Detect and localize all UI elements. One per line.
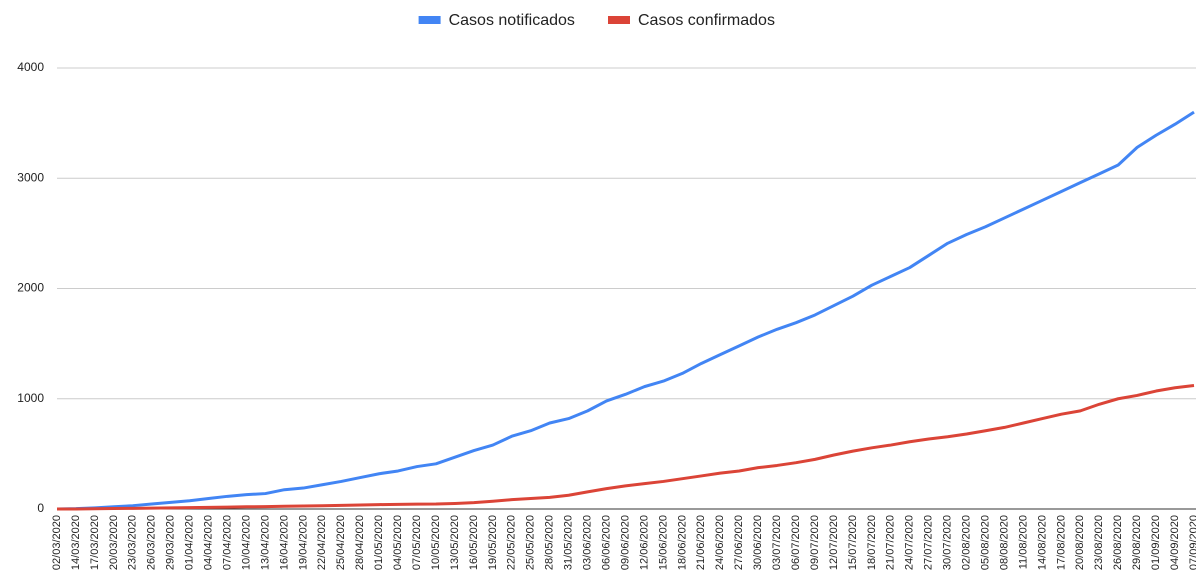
x-tick-label: 07/04/2020 [221, 515, 233, 570]
x-tick-label: 23/03/2020 [127, 515, 139, 570]
x-tick-label: 02/03/2020 [51, 515, 63, 570]
x-tick-label: 21/07/2020 [885, 515, 897, 570]
y-tick-label: 0 [37, 501, 44, 515]
x-tick-label: 28/05/2020 [544, 515, 556, 570]
x-tick-label: 26/08/2020 [1112, 515, 1124, 570]
x-tick-label: 19/05/2020 [487, 515, 499, 570]
x-tick-label: 04/04/2020 [203, 515, 215, 570]
series-line [56, 110, 1195, 511]
x-tick-label: 25/04/2020 [335, 515, 347, 570]
x-tick-label: 27/07/2020 [923, 515, 935, 570]
x-tick-label: 23/08/2020 [1093, 515, 1105, 570]
x-tick-label: 16/04/2020 [278, 515, 290, 570]
legend-label: Casos confirmados [638, 12, 775, 29]
y-tick-label: 3000 [17, 170, 44, 184]
y-tick-label: 1000 [17, 391, 44, 405]
x-tick-label: 03/07/2020 [771, 515, 783, 570]
x-tick-label: 21/06/2020 [695, 515, 707, 570]
x-tick-label: 20/08/2020 [1074, 515, 1086, 570]
x-tick-label: 09/07/2020 [809, 515, 821, 570]
x-tick-label: 01/04/2020 [184, 515, 196, 570]
x-tick-label: 22/05/2020 [506, 515, 518, 570]
x-tick-label: 03/06/2020 [582, 515, 594, 570]
x-tick-label: 19/04/2020 [297, 515, 309, 570]
x-tick-label: 04/09/2020 [1169, 515, 1181, 570]
x-tick-label: 06/06/2020 [600, 515, 612, 570]
x-tick-label: 18/06/2020 [676, 515, 688, 570]
x-tick-label: 13/05/2020 [449, 515, 461, 570]
x-tick-label: 04/05/2020 [392, 515, 404, 570]
x-tick-label: 29/08/2020 [1131, 515, 1143, 570]
x-tick-label: 16/05/2020 [468, 515, 480, 570]
x-tick-label: 14/03/2020 [70, 515, 82, 570]
x-tick-label: 06/07/2020 [790, 515, 802, 570]
x-tick-label: 09/06/2020 [619, 515, 631, 570]
x-tick-label: 10/05/2020 [430, 515, 442, 570]
x-tick-label: 08/08/2020 [998, 515, 1010, 570]
series-line [57, 384, 1195, 511]
x-tick-label: 24/06/2020 [714, 515, 726, 570]
y-tick-label: 2000 [17, 281, 44, 295]
x-tick-label: 01/09/2020 [1150, 515, 1162, 570]
x-tick-label: 10/04/2020 [240, 515, 252, 570]
x-tick-label: 25/05/2020 [525, 515, 537, 570]
x-tick-label: 18/07/2020 [866, 515, 878, 570]
x-tick-label: 14/08/2020 [1036, 515, 1048, 570]
x-tick-label: 07/09/2020 [1188, 515, 1196, 570]
x-tick-label: 17/03/2020 [89, 515, 101, 570]
x-tick-label: 02/08/2020 [961, 515, 973, 570]
x-tick-label: 15/06/2020 [657, 515, 669, 570]
x-tick-label: 11/08/2020 [1017, 515, 1029, 569]
legend-label: Casos notificados [449, 12, 575, 29]
x-tick-label: 05/08/2020 [979, 515, 991, 570]
y-tick-label: 4000 [17, 60, 44, 74]
x-tick-label: 13/04/2020 [259, 515, 271, 570]
x-tick-label: 12/07/2020 [828, 515, 840, 570]
x-tick-label: 15/07/2020 [847, 515, 859, 570]
x-tick-label: 20/03/2020 [108, 515, 120, 570]
x-tick-label: 31/05/2020 [563, 515, 575, 570]
x-tick-label: 22/04/2020 [316, 515, 328, 570]
x-tick-label: 30/06/2020 [752, 515, 764, 570]
x-tick-label: 27/06/2020 [733, 515, 745, 570]
legend-swatch [608, 16, 630, 24]
x-tick-label: 30/07/2020 [942, 515, 954, 570]
x-tick-label: 12/06/2020 [638, 515, 650, 570]
x-tick-label: 28/04/2020 [354, 515, 366, 570]
x-tick-label: 24/07/2020 [904, 515, 916, 570]
x-tick-label: 26/03/2020 [146, 515, 158, 570]
x-tick-label: 17/08/2020 [1055, 515, 1067, 570]
x-tick-label: 07/05/2020 [411, 515, 423, 570]
x-tick-label: 29/03/2020 [165, 515, 177, 570]
legend-swatch [418, 16, 441, 24]
x-tick-label: 01/05/2020 [373, 515, 385, 570]
